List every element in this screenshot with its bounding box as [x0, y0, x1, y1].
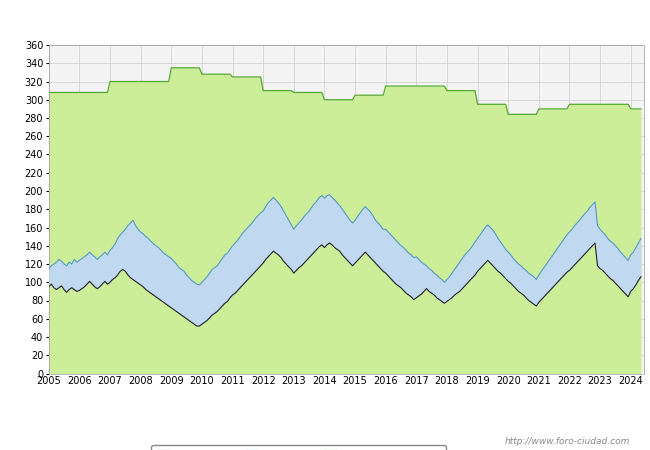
- Text: Villaluenga del Rosario - Evolucion de la poblacion en edad de Trabajar Mayo de : Villaluenga del Rosario - Evolucion de l…: [86, 14, 564, 24]
- Text: http://www.foro-ciudad.com: http://www.foro-ciudad.com: [505, 436, 630, 446]
- Legend: Ocupados, Parados, Hab. entre 16-64: Ocupados, Parados, Hab. entre 16-64: [151, 445, 446, 450]
